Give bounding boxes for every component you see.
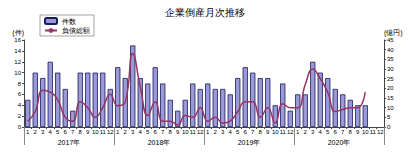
svg-text:45: 45	[387, 37, 394, 43]
svg-text:5: 5	[387, 114, 391, 120]
svg-text:3: 3	[131, 129, 135, 135]
svg-text:4: 4	[319, 129, 323, 135]
svg-text:10: 10	[14, 70, 21, 76]
svg-text:(件): (件)	[12, 29, 24, 37]
svg-text:5: 5	[146, 129, 150, 135]
svg-text:12: 12	[107, 129, 114, 135]
svg-text:15: 15	[387, 95, 394, 101]
svg-text:企業倒産月次推移: 企業倒産月次推移	[165, 7, 245, 18]
svg-text:6: 6	[18, 91, 22, 97]
svg-text:9: 9	[176, 129, 180, 135]
svg-text:12: 12	[287, 129, 294, 135]
svg-text:2: 2	[304, 129, 308, 135]
svg-text:5: 5	[56, 129, 60, 135]
svg-text:2020年: 2020年	[328, 139, 351, 146]
svg-text:負債総額: 負債総額	[62, 27, 90, 35]
svg-text:11: 11	[280, 129, 287, 135]
svg-text:4: 4	[139, 129, 143, 135]
svg-text:11: 11	[370, 129, 377, 135]
svg-text:2018年: 2018年	[148, 139, 171, 146]
svg-text:5: 5	[326, 129, 330, 135]
svg-text:0: 0	[18, 124, 22, 130]
svg-text:2019年: 2019年	[238, 139, 261, 146]
svg-text:1: 1	[206, 129, 210, 135]
svg-text:12: 12	[377, 129, 384, 135]
svg-text:1: 1	[116, 129, 120, 135]
svg-text:11: 11	[100, 129, 107, 135]
svg-text:20: 20	[387, 85, 394, 91]
svg-text:6: 6	[244, 129, 248, 135]
svg-text:0: 0	[387, 124, 391, 130]
svg-text:11: 11	[190, 129, 197, 135]
svg-text:2: 2	[18, 113, 22, 119]
svg-text:12: 12	[197, 129, 204, 135]
svg-text:7: 7	[251, 129, 255, 135]
svg-text:10: 10	[362, 129, 369, 135]
svg-text:2: 2	[124, 129, 128, 135]
svg-text:10: 10	[272, 129, 279, 135]
svg-text:5: 5	[236, 129, 240, 135]
svg-text:6: 6	[64, 129, 68, 135]
svg-text:12: 12	[14, 59, 21, 65]
svg-text:8: 8	[18, 81, 22, 87]
svg-text:8: 8	[259, 129, 263, 135]
svg-text:1: 1	[296, 129, 300, 135]
svg-text:7: 7	[161, 129, 165, 135]
svg-text:4: 4	[229, 129, 233, 135]
svg-text:2017年: 2017年	[58, 139, 81, 146]
svg-text:16: 16	[14, 37, 21, 43]
svg-text:35: 35	[387, 56, 394, 62]
svg-text:14: 14	[14, 48, 21, 54]
svg-text:25: 25	[387, 76, 394, 82]
svg-text:8: 8	[169, 129, 173, 135]
svg-text:(億円): (億円)	[384, 29, 403, 37]
svg-text:10: 10	[92, 129, 99, 135]
svg-text:9: 9	[86, 129, 90, 135]
svg-text:3: 3	[311, 129, 315, 135]
svg-text:4: 4	[18, 102, 22, 108]
svg-text:6: 6	[154, 129, 158, 135]
svg-text:7: 7	[341, 129, 345, 135]
svg-text:2: 2	[214, 129, 218, 135]
svg-text:1: 1	[26, 129, 30, 135]
svg-text:3: 3	[221, 129, 225, 135]
svg-text:件数: 件数	[62, 18, 76, 25]
svg-text:40: 40	[387, 47, 394, 53]
svg-text:8: 8	[79, 129, 83, 135]
svg-text:3: 3	[41, 129, 45, 135]
svg-text:10: 10	[182, 129, 189, 135]
svg-text:9: 9	[266, 129, 270, 135]
svg-text:6: 6	[334, 129, 338, 135]
svg-text:7: 7	[71, 129, 75, 135]
svg-text:9: 9	[356, 129, 360, 135]
svg-text:8: 8	[349, 129, 353, 135]
svg-text:30: 30	[387, 66, 394, 72]
svg-text:10: 10	[387, 105, 394, 111]
svg-text:2: 2	[34, 129, 38, 135]
svg-text:4: 4	[49, 129, 53, 135]
